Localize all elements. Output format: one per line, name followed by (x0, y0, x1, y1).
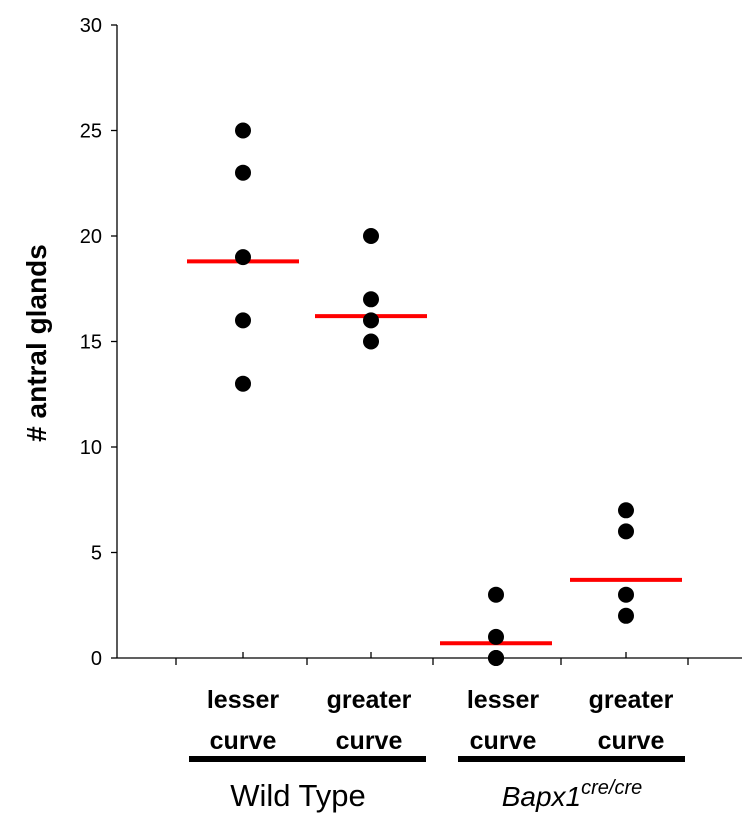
group-label-bapx1-main: Bapx1 (502, 781, 581, 812)
data-point (235, 375, 251, 392)
y-tick-label: 5 (91, 543, 102, 565)
data-point (235, 312, 251, 329)
group-label-bapx1-superscript: cre/cre (581, 777, 642, 799)
data-point (363, 333, 379, 350)
data-point (488, 586, 504, 603)
data-point (618, 523, 634, 540)
data-point (618, 502, 634, 519)
category-label-line1: greater (327, 686, 412, 714)
y-tick-label: 10 (80, 437, 102, 459)
data-points (235, 122, 634, 666)
data-point (363, 291, 379, 308)
data-point (488, 628, 504, 645)
category-label-line2: curve (210, 727, 277, 755)
category-label-line1: lesser (207, 686, 280, 714)
data-point (363, 228, 379, 244)
data-point (363, 312, 379, 329)
group-underline-0 (189, 756, 426, 762)
y-tick-label: 20 (80, 226, 102, 248)
data-point (235, 122, 251, 139)
data-point (488, 650, 504, 666)
group-label-wild-type: Wild Type (230, 778, 366, 813)
group-label-bapx1: Bapx1cre/cre (502, 777, 643, 812)
y-tick-label: 25 (80, 121, 102, 143)
data-point (618, 607, 634, 624)
y-tick-label: 15 (80, 332, 102, 354)
mean-lines (187, 259, 682, 646)
category-labels: lesser curve greater curve lesser curve greate… (189, 686, 685, 762)
category-label-line2: curve (598, 727, 665, 755)
data-point (618, 586, 634, 603)
category-label-line1: greater (589, 686, 674, 714)
y-tick-label: 0 (91, 648, 102, 670)
category-label-line2: curve (470, 727, 537, 755)
data-point (235, 249, 251, 266)
group-underline-1 (458, 756, 685, 762)
y-tick-label: 30 (80, 15, 102, 37)
y-axis-label: # antral glands (21, 244, 52, 442)
axes: 0 5 10 15 20 25 30 (80, 15, 742, 670)
category-label-line1: lesser (467, 686, 540, 714)
data-point (235, 164, 251, 181)
category-label-line2: curve (336, 727, 403, 755)
